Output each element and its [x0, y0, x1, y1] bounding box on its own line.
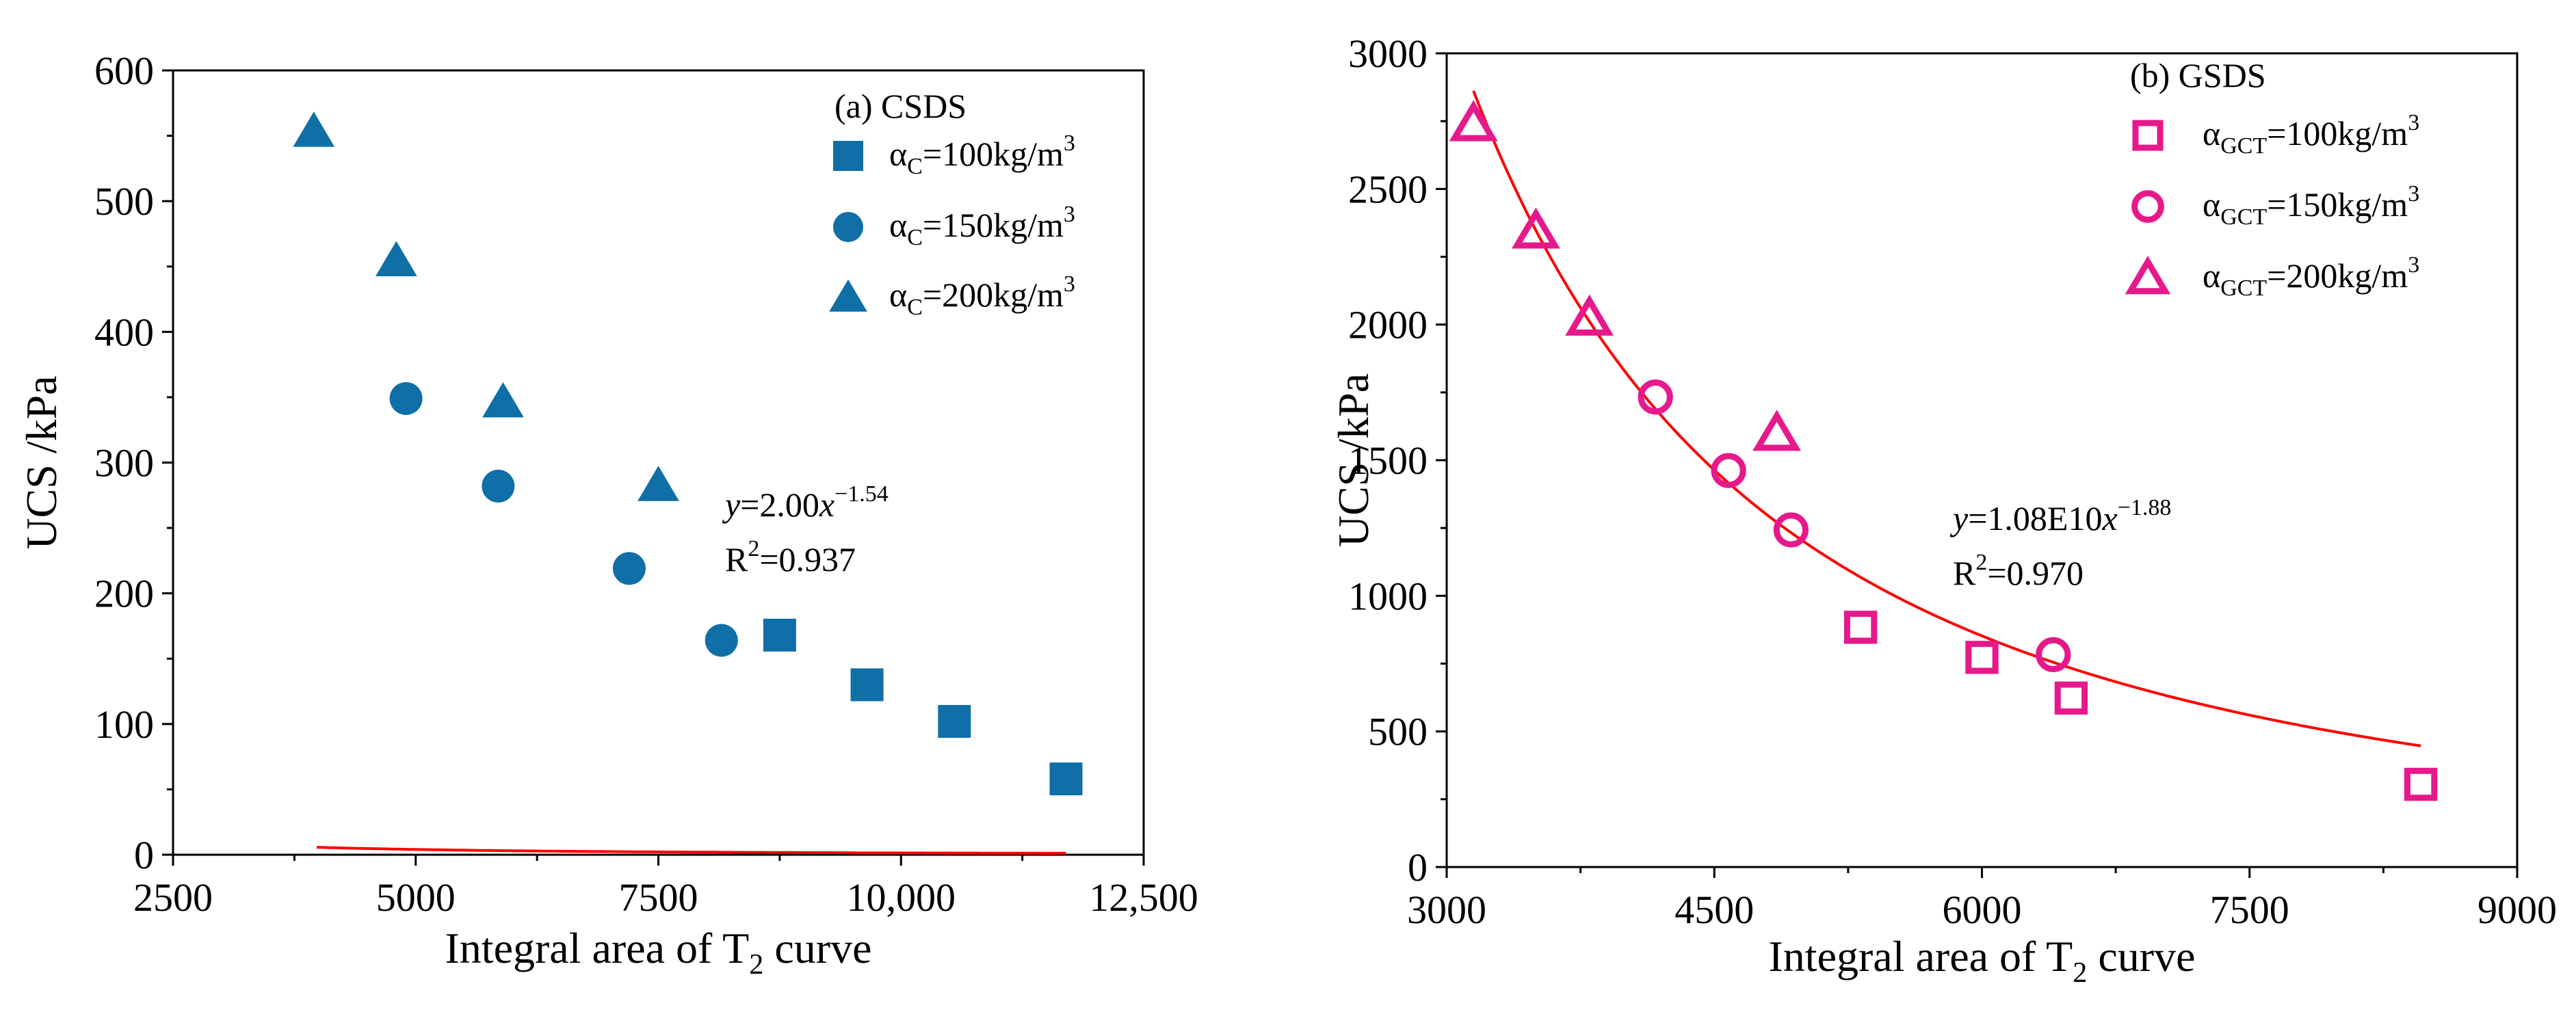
- data-point: [1965, 641, 1999, 674]
- x-axis-label: Integral area of T2 curve: [1768, 932, 2195, 989]
- data-point: [1752, 410, 1802, 451]
- data-point: [1565, 294, 1614, 336]
- x-tick-label: 7500: [619, 875, 698, 920]
- data-point: [938, 705, 971, 738]
- legend-marker: [2132, 120, 2164, 151]
- y-tick-label: 600: [94, 49, 154, 93]
- x-tick-label: 2500: [133, 875, 213, 920]
- data-point: [2054, 681, 2088, 715]
- y-axis-label: UCS /kPa: [1329, 373, 1378, 547]
- legend-marker: [833, 212, 863, 242]
- data-point: [1711, 453, 1746, 488]
- data-point: [763, 618, 796, 652]
- data-point: [1638, 379, 1673, 415]
- x-tick-label: 4500: [1674, 888, 1754, 932]
- data-point: [376, 241, 417, 276]
- data-point: [1449, 100, 1498, 142]
- x-tick-label: 6000: [1943, 888, 2022, 932]
- x-tick-label: 3000: [1407, 888, 1486, 932]
- legend-marker: [2131, 190, 2164, 223]
- data-point: [1511, 207, 1560, 249]
- data-point: [1843, 611, 1878, 644]
- y-tick-label: 1500: [1348, 438, 1428, 483]
- legend-title: (b) GSDS: [2130, 56, 2266, 94]
- y-tick-label: 100: [94, 702, 154, 747]
- x-axis-label: Integral area of T2 curve: [445, 924, 871, 981]
- series-circle: [1638, 379, 2071, 673]
- data-point: [293, 111, 335, 147]
- chart-panel-1: 2500 5000 7500 10,000 12,500 0 100 200 300 400 500…: [17, 49, 1198, 981]
- y-tick-label: 500: [94, 179, 154, 224]
- legend-marker: [2125, 256, 2171, 295]
- y-tick-label: 400: [94, 310, 154, 354]
- x-tick-label: 7500: [2210, 888, 2289, 932]
- data-point: [638, 466, 679, 501]
- data-point: [705, 624, 738, 657]
- y-tick-label: 0: [134, 833, 154, 877]
- legend-marker: [829, 279, 867, 312]
- legend-label: αC=150kg/m3: [889, 202, 1075, 250]
- data-point: [482, 469, 515, 503]
- y-axis-label: UCS /kPa: [17, 375, 66, 549]
- series-square: [1843, 611, 2438, 801]
- fit-r-squared: R2=0.970: [1953, 550, 2084, 592]
- x-tick-label: 9000: [2478, 888, 2557, 932]
- fit-curve: [1472, 90, 2421, 747]
- data-point: [850, 668, 884, 702]
- fit-r-squared: R2=0.937: [725, 536, 856, 578]
- fit-curve: [316, 846, 1066, 855]
- data-point: [1773, 512, 1809, 548]
- legend-label: αC=100kg/m3: [889, 131, 1075, 179]
- x-tick-label: 5000: [376, 875, 456, 920]
- data-point: [482, 382, 524, 418]
- legend-label: αC=200kg/m3: [889, 271, 1075, 320]
- data-point: [2036, 637, 2071, 673]
- series-triangle: [293, 111, 679, 501]
- chart-panel-2: 3000 4500 6000 7500 9000 0 500 1000 1500 2000 2500…: [1329, 31, 2557, 989]
- fit-equation: y=1.08E10x−1.88: [1949, 495, 2171, 537]
- plot-frame: [1445, 52, 2519, 868]
- series-circle: [389, 382, 738, 657]
- legend-label: αGCT=100kg/m3: [2203, 110, 2419, 159]
- series-square: [763, 618, 1083, 796]
- data-point: [389, 382, 423, 415]
- y-tick-label: 300: [94, 441, 154, 485]
- data-point: [2404, 767, 2438, 801]
- legend-label: αGCT=150kg/m3: [2203, 181, 2419, 230]
- y-tick-label: 3000: [1348, 31, 1428, 76]
- y-tick-label: 2000: [1348, 303, 1428, 347]
- data-point: [1049, 762, 1083, 796]
- y-tick-label: 2500: [1348, 167, 1428, 211]
- y-tick-label: 0: [1408, 845, 1428, 890]
- y-tick-label: 1000: [1348, 574, 1428, 618]
- series-triangle: [1449, 100, 1802, 451]
- x-tick-label: 12,500: [1089, 875, 1198, 920]
- y-tick-label: 500: [1368, 710, 1428, 754]
- legend-label: αGCT=200kg/m3: [2203, 252, 2419, 301]
- x-tick-label: 10,000: [847, 875, 956, 920]
- data-point: [612, 552, 646, 585]
- fit-equation: y=2.00x−1.54: [722, 481, 889, 524]
- legend-marker: [833, 141, 863, 171]
- plot-frame: [172, 69, 1145, 856]
- legend-title: (a) CSDS: [834, 87, 967, 125]
- y-tick-label: 200: [94, 572, 154, 616]
